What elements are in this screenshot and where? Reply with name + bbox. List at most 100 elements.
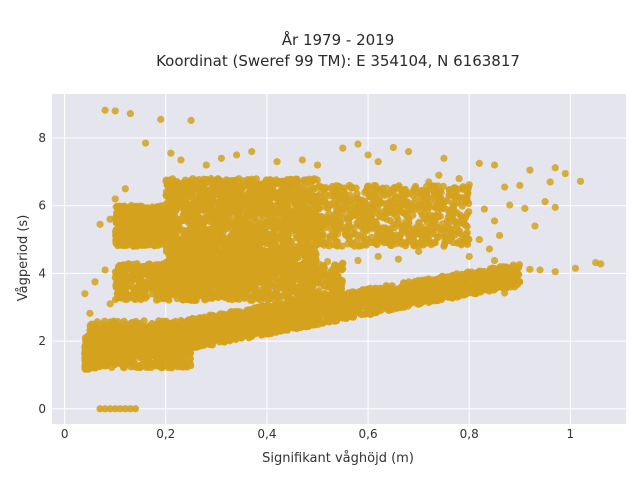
data-point — [171, 208, 179, 216]
data-point — [492, 283, 501, 291]
data-point — [174, 235, 182, 243]
data-point — [246, 250, 255, 258]
data-point — [207, 203, 215, 211]
data-point — [236, 233, 244, 241]
data-point — [515, 261, 523, 269]
data-point — [265, 304, 274, 312]
data-point — [270, 213, 278, 221]
data-point — [214, 322, 222, 330]
data-point — [184, 182, 192, 190]
data-point — [229, 208, 237, 216]
data-point — [360, 296, 368, 305]
data-point — [252, 304, 261, 312]
data-point — [254, 205, 262, 213]
data-point — [279, 325, 288, 333]
data-point — [388, 292, 396, 300]
data-point — [243, 181, 251, 189]
data-point — [234, 242, 242, 251]
data-point — [254, 319, 262, 327]
data-point — [228, 334, 236, 342]
data-point — [202, 179, 210, 187]
data-point — [367, 308, 375, 316]
data-point — [300, 185, 309, 194]
data-point — [274, 233, 283, 241]
data-point — [275, 245, 283, 253]
data-point — [189, 228, 197, 236]
data-point — [173, 200, 181, 208]
data-point — [234, 311, 242, 319]
data-point — [180, 203, 188, 211]
data-point — [414, 300, 423, 308]
data-point — [165, 185, 173, 194]
data-point — [292, 231, 300, 239]
data-point — [403, 286, 412, 294]
data-point — [235, 330, 243, 338]
data-point — [230, 252, 238, 260]
data-point — [195, 214, 203, 222]
data-point — [335, 305, 343, 313]
data-point — [475, 280, 483, 288]
data-point — [197, 205, 205, 214]
plot-area — [52, 94, 626, 424]
data-point — [212, 190, 220, 198]
data-point — [180, 192, 188, 201]
data-point — [349, 300, 357, 308]
data-point — [183, 238, 191, 246]
data-point — [205, 190, 213, 198]
data-point — [455, 281, 463, 289]
data-point — [260, 325, 269, 333]
data-point — [248, 323, 257, 331]
y-tick-label: 0 — [38, 402, 46, 416]
data-point — [210, 332, 218, 340]
data-point — [243, 306, 251, 314]
data-point — [293, 244, 301, 253]
data-point — [250, 311, 258, 319]
data-point — [195, 329, 203, 337]
data-point — [243, 225, 251, 233]
data-point — [288, 196, 296, 204]
data-point — [413, 284, 422, 292]
data-point — [411, 278, 419, 286]
data-point — [221, 180, 229, 188]
data-point — [253, 329, 261, 337]
data-point — [444, 281, 452, 289]
data-point — [253, 240, 261, 248]
data-point — [235, 175, 243, 183]
data-point — [272, 176, 280, 184]
data-point — [180, 251, 188, 260]
data-point — [294, 253, 302, 262]
data-point — [505, 277, 513, 285]
data-point — [280, 206, 289, 214]
data-point — [386, 306, 395, 314]
data-point — [162, 176, 171, 184]
data-point — [216, 223, 225, 231]
data-point — [243, 241, 251, 249]
data-point — [259, 311, 267, 319]
data-point — [380, 296, 388, 305]
data-point — [285, 310, 293, 318]
data-point — [495, 276, 503, 285]
data-point — [351, 309, 359, 317]
y-tick-label: 2 — [38, 334, 46, 348]
data-point — [300, 234, 308, 242]
data-point — [194, 195, 202, 204]
data-point — [290, 208, 298, 217]
data-point — [338, 312, 346, 320]
data-point — [197, 224, 206, 232]
data-point — [216, 253, 225, 261]
data-point — [243, 207, 251, 215]
data-points — [81, 106, 605, 413]
data-point — [169, 251, 177, 260]
data-point — [262, 248, 271, 256]
x-tick-label: 0,8 — [460, 427, 479, 441]
data-point — [258, 186, 266, 194]
data-point — [309, 226, 317, 234]
data-point — [282, 236, 291, 244]
x-tick-label: 0,2 — [156, 427, 175, 441]
data-point — [213, 247, 221, 255]
data-point — [222, 208, 230, 216]
data-point — [299, 321, 308, 330]
data-point — [240, 323, 248, 331]
data-point — [175, 215, 183, 223]
